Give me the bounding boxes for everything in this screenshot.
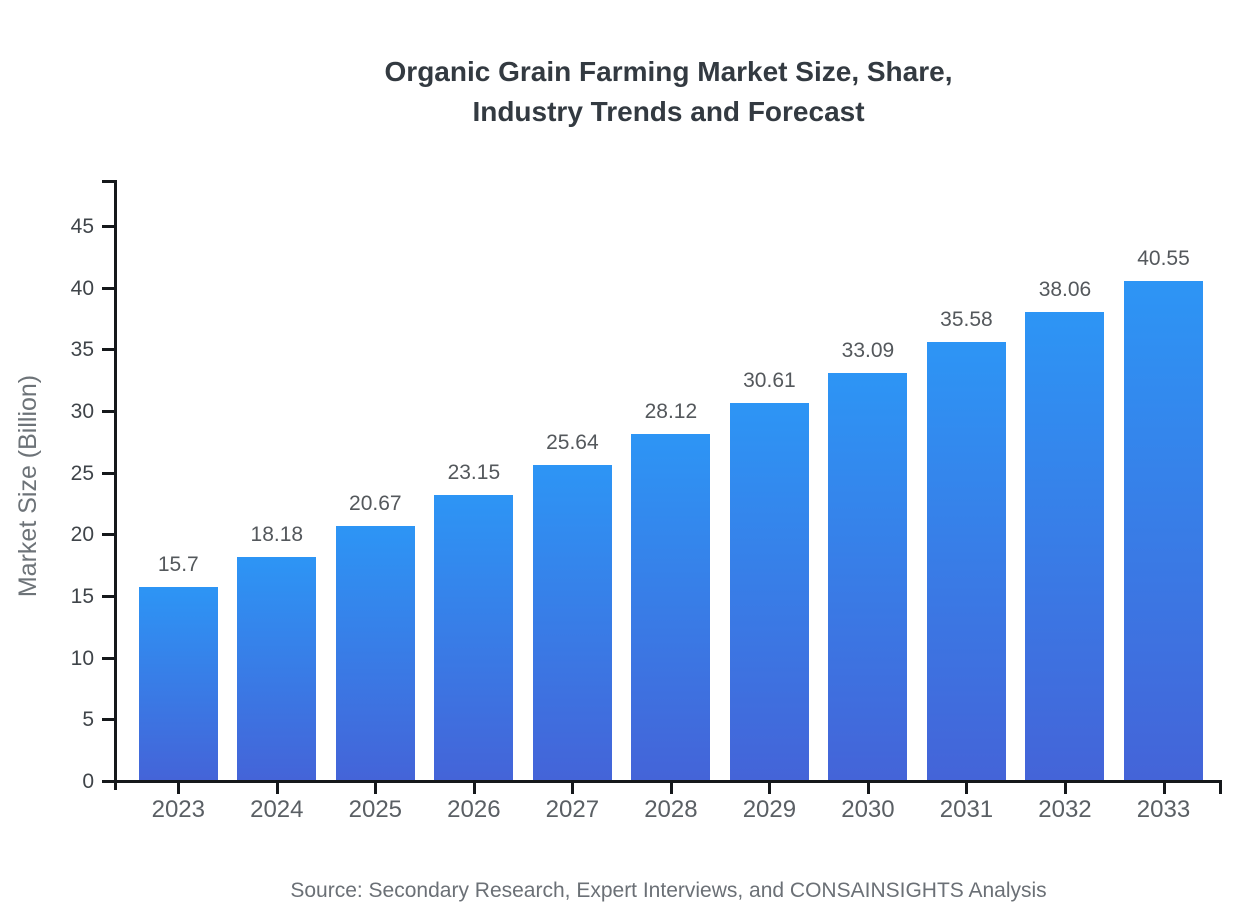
bar-2033 (1124, 280, 1203, 780)
bar-2030 (828, 372, 908, 780)
x-tick (275, 782, 279, 794)
bar-value-label: 33.09 (841, 338, 895, 362)
x-tick-label: 2031 (939, 796, 994, 823)
y-tick (102, 286, 114, 290)
y-tick (102, 533, 114, 537)
bar-2031 (926, 342, 1006, 780)
bar-2032 (1025, 311, 1105, 780)
bar-value-label: 28.12 (644, 400, 698, 424)
chart-title-line-2: Industry Trends and Forecast (472, 96, 865, 127)
x-tick-label: 2033 (1136, 796, 1191, 823)
y-tick-label: 40 (70, 276, 94, 300)
y-tick (102, 225, 114, 228)
x-tick-label: 2032 (1038, 796, 1092, 823)
y-tick-label: 45 (70, 215, 94, 238)
y-tick-label: 0 (82, 770, 94, 793)
bar-2024 (237, 556, 317, 780)
x-tick (965, 782, 969, 794)
x-tick (669, 782, 673, 794)
x-tick-label: 2025 (348, 796, 403, 823)
x-tick (866, 782, 870, 794)
bar-value-label: 38.06 (1038, 277, 1092, 301)
y-tick-label: 35 (70, 338, 94, 362)
y-tick-label: 25 (70, 461, 94, 485)
y-tick-label: 10 (70, 646, 94, 670)
x-tick-label: 2024 (250, 796, 304, 823)
bar-2029 (729, 403, 809, 780)
y-tick (102, 471, 114, 475)
x-tick (374, 782, 378, 794)
y-tick-label: 5 (82, 708, 94, 732)
x-tick-label: 2027 (545, 796, 600, 823)
y-tick-label: 20 (70, 523, 94, 547)
bar-value-label: 20.67 (349, 492, 402, 516)
y-tick-label: 15 (70, 585, 94, 608)
bar-value-label: 25.64 (546, 430, 599, 454)
x-tick (177, 782, 181, 794)
y-tick (102, 718, 114, 722)
x-tick (768, 782, 772, 794)
x-axis-end-cap (1219, 782, 1222, 794)
y-tick (102, 410, 114, 413)
bar-2027 (532, 464, 612, 780)
bar-value-label: 30.61 (743, 369, 796, 393)
chart-title: Organic Grain Farming Market Size, Share… (115, 52, 1222, 132)
bar-2028 (631, 434, 711, 780)
x-tick-label: 2029 (742, 796, 797, 823)
x-tick-label: 2030 (841, 796, 895, 823)
x-tick-label: 2023 (151, 796, 205, 823)
bar-2026 (434, 495, 514, 780)
x-tick-label: 2026 (447, 796, 501, 823)
y-tick (102, 348, 114, 352)
bar-value-label: 35.58 (940, 308, 993, 332)
y-tick (102, 656, 114, 660)
y-tick-label: 30 (70, 400, 94, 423)
y-axis-top-cap (102, 180, 114, 183)
source-note: Source: Secondary Research, Expert Inter… (290, 879, 1047, 902)
y-tick (102, 595, 114, 598)
bar-2023 (138, 587, 218, 780)
x-tick (1162, 782, 1166, 794)
bar-value-label: 18.18 (250, 522, 304, 546)
bar-value-label: 40.55 (1137, 246, 1190, 270)
x-tick (1063, 782, 1067, 794)
x-tick (472, 782, 476, 794)
bar-2025 (335, 526, 415, 780)
bar-value-label: 15.7 (157, 553, 199, 577)
bar-value-label: 23.15 (447, 461, 501, 485)
x-tick (571, 782, 575, 794)
y-tick (102, 780, 114, 783)
x-tick-label: 2028 (644, 796, 698, 823)
x-axis-line (114, 780, 1222, 783)
y-axis-line (114, 180, 117, 790)
chart-title-line-1: Organic Grain Farming Market Size, Share… (384, 56, 953, 87)
